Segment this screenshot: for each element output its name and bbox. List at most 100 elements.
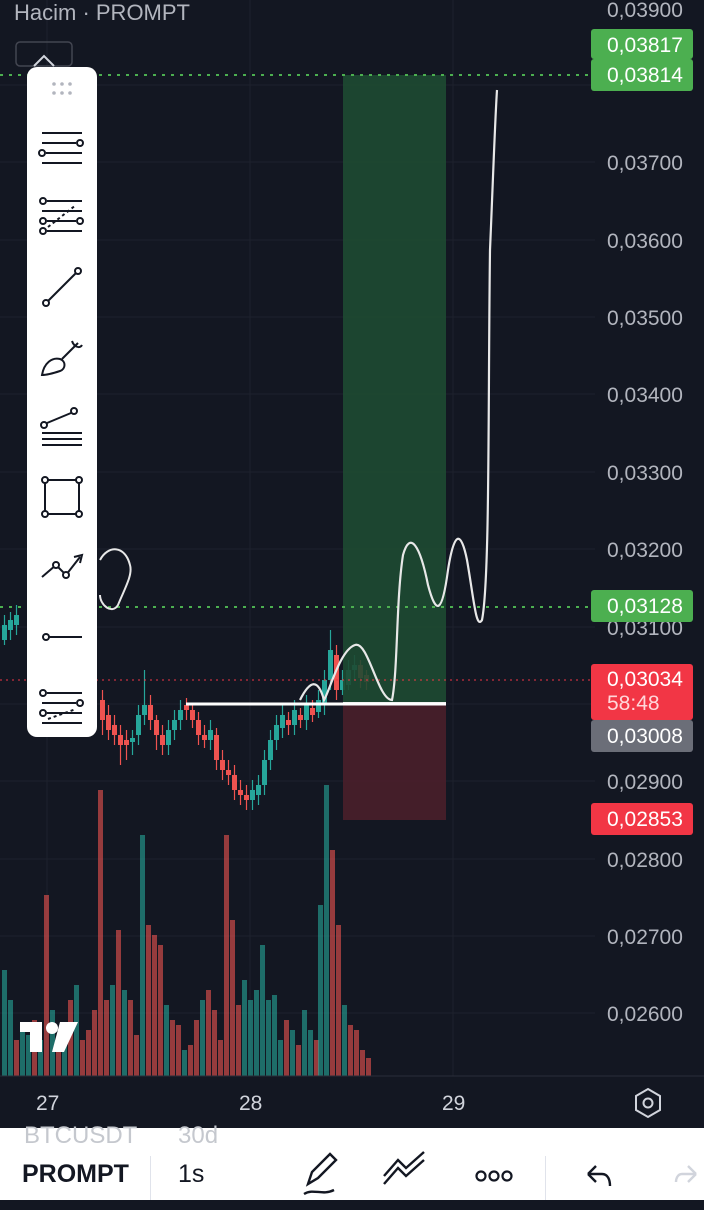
time-axis[interactable]: 27 28 29 [0,1075,704,1115]
volume-bar [284,1020,289,1076]
candle-body [328,650,333,680]
candle-body [2,625,7,640]
volume-bar [212,1010,217,1076]
rectangle-icon [41,476,83,518]
target-top-tag [591,29,693,59]
price-level: 0,03900 [607,0,683,22]
candlestick-series [2,605,369,810]
price-chart[interactable]: Hacim · PROMPT 0,03900 0,03700 0,03600 0… [0,0,704,1128]
hexagon-settings-icon[interactable] [635,1087,661,1119]
price-axis[interactable]: 0,03900 0,03700 0,03600 0,03500 0,03400 … [607,0,683,1026]
brush-scribble[interactable] [99,548,132,611]
candle-body [118,735,123,745]
tool-path[interactable] [27,532,97,602]
tool-fib-extension[interactable] [27,672,97,742]
candle-body [106,715,111,730]
volume-bar [366,1058,371,1076]
candle-body [136,715,141,735]
volume-bar [224,835,229,1076]
price-level: 0,03100 [607,617,683,640]
volume-bar [360,1050,365,1076]
volume-bar [110,985,115,1076]
interval-value: 1s [178,1159,205,1188]
volume-bar [20,1030,25,1076]
candle-body [268,740,273,760]
bottom-toolbar-icons [303,1151,697,1196]
scroll-up-button[interactable] [15,41,73,67]
loss-zone [343,703,446,820]
candle-body [244,795,249,800]
drawing-tools-icon[interactable] [383,1151,425,1185]
volume-bar [314,1040,319,1076]
stop-tag [591,803,693,835]
fib-extension-icon [39,689,84,724]
entry-tag [591,720,693,752]
symbol-button[interactable]: PROMPT [22,1138,129,1210]
candle-body [262,760,267,785]
price-level: 0,03700 [607,152,683,175]
volume-bar [342,1005,347,1076]
candle-body [14,615,19,625]
drawing-toolbar [27,67,97,737]
volume-bar [182,1050,187,1076]
volume-bar [170,1020,175,1076]
toolbar-divider [150,1156,151,1200]
candle-body [208,730,213,740]
price-level: 0,03600 [607,230,683,253]
candle-body [340,680,345,690]
volume-bar [176,1025,181,1076]
redo-icon[interactable] [674,1165,697,1183]
volume-bar [122,990,127,1076]
volume-bar [74,985,79,1076]
tool-fib-retracement[interactable] [27,182,97,252]
candle-body [238,790,243,795]
volume-bar [56,1045,61,1076]
fib-retracement-icon [39,197,84,235]
tool-pitchfork[interactable] [27,392,97,462]
price-level: 0,03400 [607,384,683,407]
volume-bar [330,850,335,1076]
volume-bar [266,1000,271,1076]
tool-trend-line[interactable] [27,252,97,322]
tradingview-logo[interactable] [20,1022,78,1052]
bar-countdown: 58:48 [607,692,660,715]
more-icon[interactable] [475,1170,513,1182]
pitchfork-icon [40,407,82,446]
symbol-name: PROMPT [22,1159,129,1188]
volume-bar [272,995,277,1076]
volume-bar [290,1030,295,1076]
grip-icon [52,82,72,95]
price-level: 0,03500 [607,307,683,330]
candle-body [280,715,285,728]
candle-body [184,705,189,710]
candle-body [304,705,309,720]
brush-drawing[interactable] [299,89,499,703]
volume-bar [2,970,7,1076]
candle-body [256,785,261,795]
undo-icon[interactable] [587,1165,612,1187]
volume-bar [26,1035,31,1076]
tool-rectangle[interactable] [27,462,97,532]
price-level: 0,02600 [607,1003,683,1026]
long-position-tool[interactable] [343,75,446,820]
volume-bar [324,785,329,1076]
candle-body [154,720,159,735]
volume-bar [206,990,211,1076]
tool-brush[interactable] [27,322,97,392]
candle-body [226,770,231,775]
tool-ray[interactable] [27,602,97,672]
toolbar-divider [545,1156,546,1200]
drag-handle[interactable] [27,75,97,103]
interval-button[interactable]: 1s [178,1138,204,1210]
volume-bar [260,945,265,1076]
tool-horizontal-lines[interactable] [27,112,97,182]
time-label: 27 [36,1092,59,1115]
volume-bar [296,1045,301,1076]
volume-bar [98,790,103,1076]
mid-dotted-tag [591,590,693,622]
bottom-toolbar: BTCUSDT 30d PROMPT 1s [0,1122,704,1200]
candle-body [220,760,225,770]
volume-bar [200,1000,205,1076]
pen-icon[interactable] [303,1152,338,1196]
chevron-up-icon [33,54,55,67]
